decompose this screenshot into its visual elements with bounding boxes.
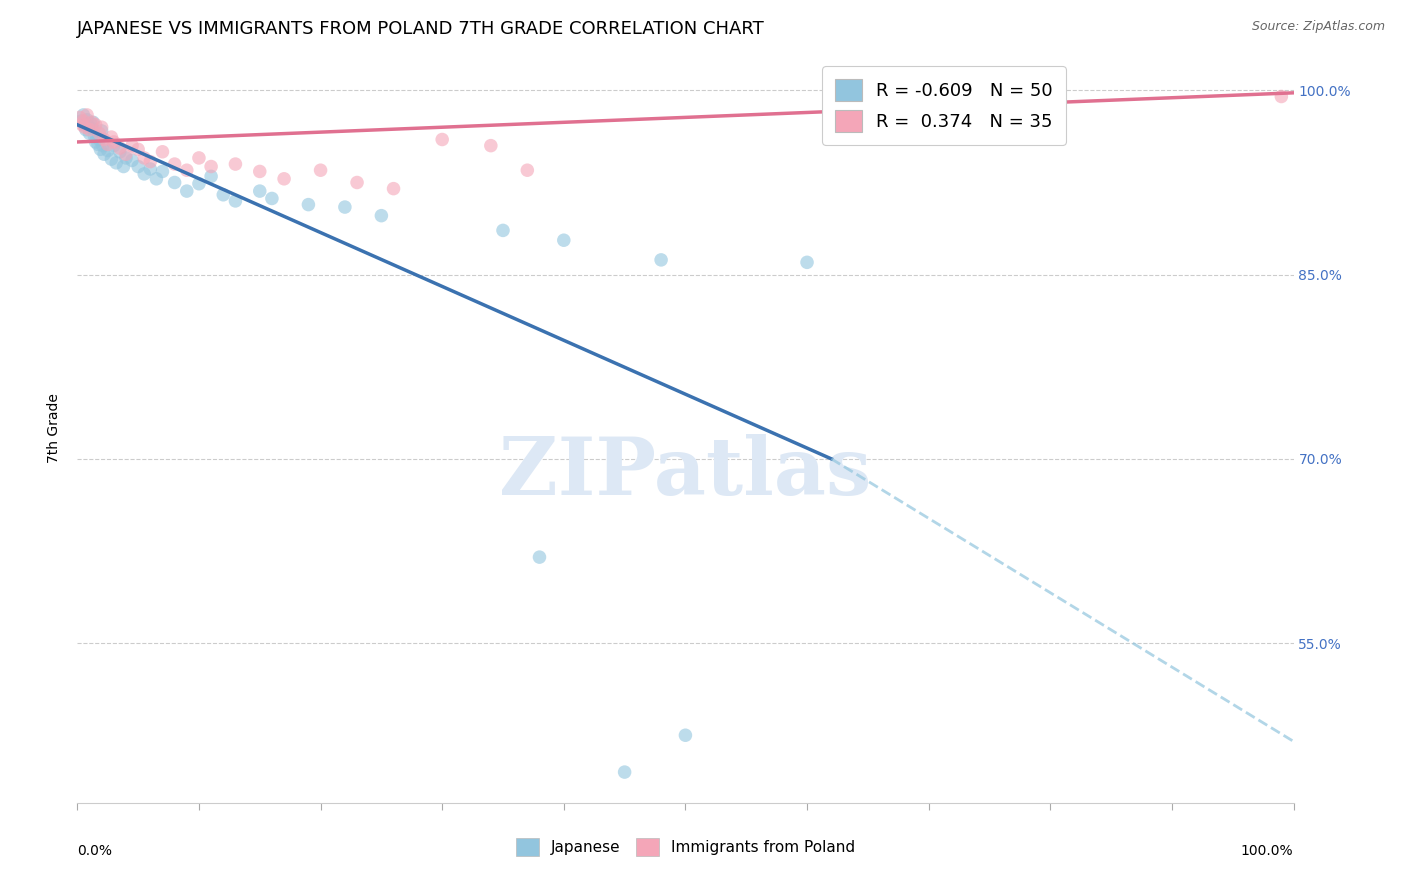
Point (89, 132, 111, 146)
Point (83, 128, 105, 143)
Point (176, 184, 198, 198)
Point (69, 111, 91, 125)
Point (105, 156, 128, 170)
Point (100, 152, 122, 166)
Point (70, 114, 93, 128)
Point (80, 121, 103, 136)
Point (93, 147, 115, 161)
Point (430, 132, 453, 146)
Point (650, 252, 672, 267)
Point (675, 728, 697, 742)
Point (200, 169, 222, 184)
Point (127, 142, 149, 156)
Point (80, 115, 103, 129)
Point (73, 120, 96, 135)
Point (152, 145, 174, 159)
Point (309, 163, 332, 178)
Point (145, 171, 167, 186)
Point (200, 160, 222, 174)
Point (127, 160, 149, 174)
Point (89, 127, 111, 141)
Point (188, 151, 211, 165)
Point (82, 115, 104, 129)
Point (103, 138, 125, 153)
Point (115, 151, 138, 165)
Point (163, 157, 186, 171)
Point (84, 135, 107, 149)
Point (249, 184, 271, 198)
Point (80, 116, 103, 130)
Text: 100.0%: 100.0% (1241, 844, 1294, 858)
Point (333, 200, 356, 214)
Point (121, 153, 143, 168)
Point (297, 197, 319, 211)
Point (72, 114, 94, 128)
Text: JAPANESE VS IMMIGRANTS FROM POLAND 7TH GRADE CORRELATION CHART: JAPANESE VS IMMIGRANTS FROM POLAND 7TH G… (77, 21, 765, 38)
Text: ZIPatlas: ZIPatlas (499, 434, 872, 512)
Point (796, 255, 818, 269)
Point (75, 122, 97, 136)
Point (93, 132, 115, 146)
Point (84, 118, 107, 132)
Point (163, 176, 186, 190)
Point (516, 163, 538, 178)
Point (86, 130, 108, 145)
Point (87, 137, 110, 152)
Point (212, 187, 235, 202)
Point (108, 141, 131, 155)
Point (73, 118, 96, 132)
Point (70, 118, 93, 132)
Point (97, 137, 120, 152)
Point (134, 151, 156, 165)
Point (553, 233, 575, 247)
Point (249, 164, 271, 178)
Point (76, 112, 98, 127)
Point (90, 124, 112, 138)
Point (79, 127, 101, 141)
Point (77, 119, 100, 133)
Point (76, 108, 98, 122)
Point (188, 177, 211, 191)
Point (613, 765, 636, 780)
Point (1270, 89, 1292, 103)
Text: 0.0%: 0.0% (77, 844, 112, 858)
Point (115, 147, 138, 161)
Text: Source: ZipAtlas.com: Source: ZipAtlas.com (1251, 20, 1385, 33)
Point (112, 160, 135, 174)
Point (139, 161, 162, 176)
Legend: Japanese, Immigrants from Poland: Japanese, Immigrants from Poland (509, 831, 862, 863)
Point (370, 209, 392, 223)
Point (529, 550, 551, 565)
Point (273, 171, 295, 186)
Point (492, 223, 515, 237)
Point (97, 144, 120, 158)
Point (479, 138, 502, 153)
Point (100, 130, 122, 145)
Point (224, 157, 246, 171)
Point (79, 122, 101, 136)
Point (91, 138, 114, 153)
Point (139, 154, 162, 169)
Point (103, 135, 125, 149)
Point (134, 167, 156, 181)
Point (224, 194, 246, 208)
Point (108, 145, 131, 159)
Point (121, 138, 143, 153)
Point (89, 142, 111, 156)
Y-axis label: 7th Grade: 7th Grade (48, 393, 62, 463)
Point (382, 181, 405, 195)
Point (90, 120, 112, 135)
Point (72, 108, 94, 122)
Point (152, 164, 174, 178)
Point (260, 191, 283, 205)
Point (176, 163, 198, 178)
Point (346, 176, 368, 190)
